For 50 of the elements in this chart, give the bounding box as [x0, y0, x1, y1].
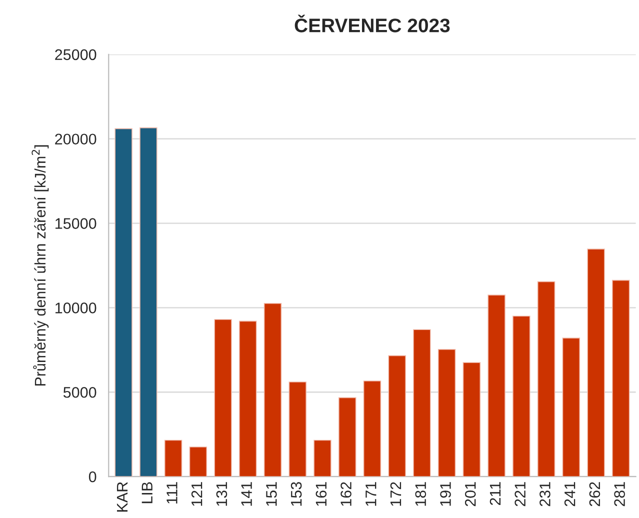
y-tick-label: 0	[88, 471, 96, 482]
x-tick-label: 131	[216, 482, 228, 506]
x-tick-label: 162	[340, 482, 352, 506]
bar	[314, 440, 332, 477]
bar	[239, 320, 257, 477]
x-tick-label: 141	[241, 482, 252, 506]
y-tick-label: 20000	[55, 134, 96, 145]
bar	[164, 440, 182, 477]
x-tick-label: 231	[540, 482, 550, 506]
x-tick-label: 221	[514, 482, 526, 506]
chart-title: ČERVENEC 2023	[294, 14, 450, 32]
x-tick-label: 211	[490, 482, 500, 506]
bar	[512, 316, 530, 477]
x-tick-label: 201	[464, 482, 476, 506]
bar	[612, 280, 630, 477]
bar	[288, 382, 306, 477]
bar	[462, 362, 481, 477]
bar	[413, 329, 431, 477]
x-tick-label: 153	[290, 482, 302, 506]
y-tick-label: 25000	[55, 49, 96, 60]
x-tick-label: 262	[589, 482, 600, 506]
bar	[438, 348, 456, 477]
x-tick-label: 171	[366, 482, 376, 506]
bar	[488, 294, 506, 477]
bar	[537, 281, 556, 477]
bar	[140, 127, 158, 477]
bar	[562, 338, 580, 477]
bar	[114, 128, 132, 477]
y-tick-label: 5000	[63, 386, 96, 398]
x-tick-label: LIB	[142, 482, 152, 504]
x-tick-label: 281	[614, 482, 625, 506]
x-tick-label: 191	[440, 482, 451, 506]
x-tick-label: 151	[266, 482, 277, 506]
y-tick-label: 15000	[56, 218, 96, 229]
bar	[587, 248, 605, 477]
x-tick-label: 111	[166, 482, 178, 504]
bar	[388, 355, 406, 477]
bar	[338, 397, 356, 477]
bar	[264, 303, 282, 477]
x-tick-label: 172	[390, 482, 402, 506]
x-tick-label: 241	[564, 482, 576, 506]
x-tick-label: 161	[316, 482, 327, 506]
bar	[363, 380, 382, 477]
y-axis-title: Průměrný denní úhrn záření [kJ/m$^{2}$]	[32, 145, 49, 386]
x-tick-label: 181	[415, 482, 426, 506]
x-tick-label: 121	[191, 482, 202, 506]
bar	[189, 446, 208, 477]
bar	[214, 319, 232, 477]
y-tick-label: 10000	[56, 302, 96, 314]
x-tick-label: KAR	[116, 482, 128, 512]
